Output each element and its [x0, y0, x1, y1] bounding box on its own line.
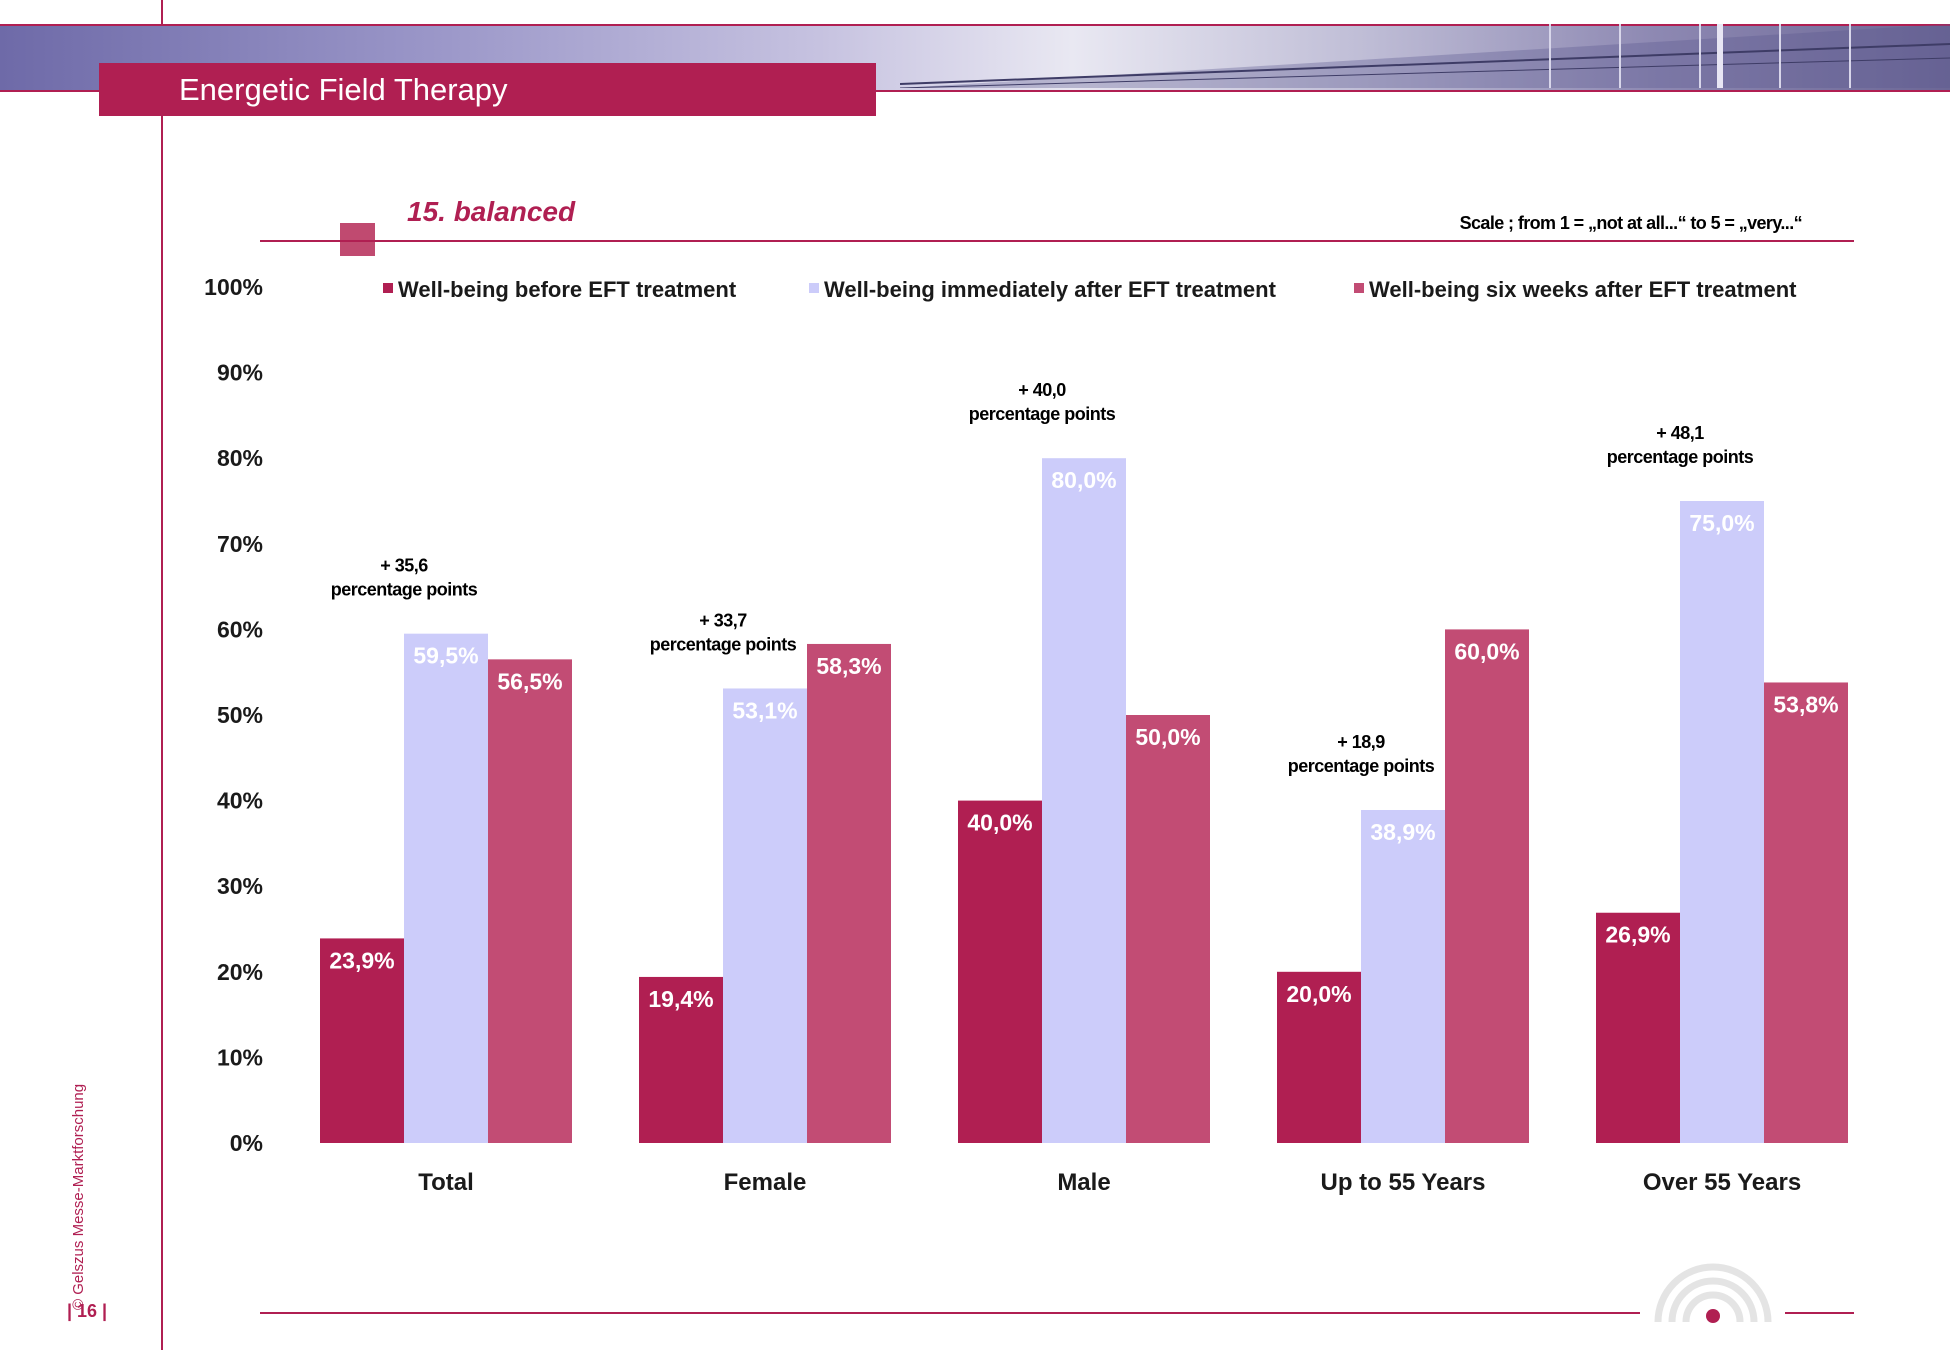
copyright-text: © Gelszus Messe-Marktforschung — [70, 1083, 87, 1310]
data-label: 60,0% — [1454, 638, 1519, 664]
bar — [488, 659, 572, 1143]
bar — [404, 633, 488, 1143]
y-tick-label: 80% — [217, 445, 263, 471]
legend-swatch — [1354, 283, 1364, 293]
annotation-value: + 18,9 — [1337, 732, 1385, 752]
footer-rule-right — [1785, 1312, 1854, 1314]
chart-subtitle: 15. balanced — [407, 196, 576, 227]
annotation-text: percentage points — [1288, 756, 1435, 776]
data-label: 20,0% — [1286, 981, 1351, 1007]
data-label: 23,9% — [329, 947, 394, 973]
bar — [1042, 458, 1126, 1143]
subtitle-rule — [260, 240, 1854, 242]
legend-swatch — [809, 283, 819, 293]
y-tick-label: 50% — [217, 702, 263, 728]
bar — [723, 688, 807, 1143]
bar — [807, 643, 891, 1143]
y-tick-label: 40% — [217, 788, 263, 814]
x-category-label: Up to 55 Years — [1321, 1169, 1486, 1196]
data-label: 58,3% — [816, 653, 881, 679]
data-label: 19,4% — [648, 986, 713, 1012]
legend-swatch — [383, 283, 393, 293]
annotation-value: + 35,6 — [380, 556, 428, 576]
data-label: 80,0% — [1051, 467, 1116, 493]
bar — [639, 976, 723, 1143]
data-label: 40,0% — [967, 810, 1032, 836]
data-label: 59,5% — [413, 643, 478, 669]
bar — [1361, 810, 1445, 1143]
bar — [1126, 715, 1210, 1143]
annotation-text: percentage points — [1607, 447, 1754, 467]
x-category-label: Total — [418, 1169, 474, 1196]
data-label: 26,9% — [1605, 922, 1670, 948]
bar — [1764, 682, 1848, 1143]
annotation-value: + 33,7 — [699, 610, 747, 630]
data-label: 38,9% — [1370, 819, 1435, 845]
legend-label: Well-being immediately after EFT treatme… — [824, 277, 1277, 302]
footer-rule-left — [260, 1312, 1640, 1314]
annotation-value: + 48,1 — [1656, 423, 1704, 443]
company-logo-icon — [1654, 1263, 1772, 1323]
y-tick-label: 100% — [204, 274, 263, 300]
scale-note: Scale ; from 1 = „not at all...“ to 5 = … — [1459, 213, 1803, 233]
y-tick-label: 10% — [217, 1044, 263, 1070]
y-tick-label: 0% — [230, 1130, 263, 1156]
data-label: 50,0% — [1135, 724, 1200, 750]
left-vertical-rule — [161, 0, 163, 1350]
subtitle-marker — [340, 223, 375, 256]
annotation-text: percentage points — [331, 580, 478, 600]
bar — [1445, 629, 1529, 1143]
x-category-label: Female — [724, 1169, 807, 1196]
y-tick-label: 20% — [217, 959, 263, 985]
annotation-text: percentage points — [969, 404, 1116, 424]
y-tick-label: 70% — [217, 531, 263, 557]
bar — [1596, 912, 1680, 1143]
banner-architecture-graphic — [900, 24, 1950, 88]
legend-label: Well-being before EFT treatment — [398, 277, 737, 302]
data-label: 56,5% — [497, 668, 562, 694]
y-tick-label: 30% — [217, 873, 263, 899]
bar — [1277, 971, 1361, 1143]
y-tick-label: 60% — [217, 616, 263, 642]
x-category-label: Over 55 Years — [1643, 1169, 1801, 1196]
annotation-value: + 40,0 — [1018, 380, 1066, 400]
bar — [958, 800, 1042, 1143]
page-title: Energetic Field Therapy — [99, 63, 876, 116]
legend-label: Well-being six weeks after EFT treatment — [1369, 277, 1797, 302]
annotation-text: percentage points — [650, 634, 797, 654]
y-tick-label: 90% — [217, 360, 263, 386]
data-label: 75,0% — [1689, 510, 1754, 536]
data-label: 53,1% — [732, 697, 797, 723]
bar — [320, 938, 404, 1143]
data-label: 53,8% — [1773, 691, 1838, 717]
page-number: | 16 | — [67, 1301, 108, 1321]
bar — [1680, 501, 1764, 1143]
x-category-label: Male — [1057, 1169, 1110, 1196]
